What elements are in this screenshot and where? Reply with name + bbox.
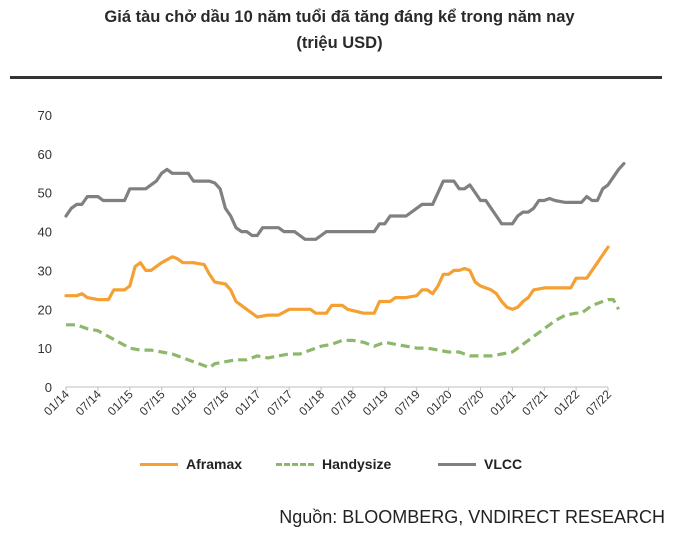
x-tick-label: 07/22 <box>583 387 614 418</box>
x-tick-label: 01/22 <box>551 387 582 418</box>
series-line-aframax <box>64 245 610 319</box>
chart-title: Giá tàu chở dầu 10 năm tuổi đã tăng đáng… <box>104 8 575 26</box>
x-tick-label: 07/17 <box>264 387 295 418</box>
y-tick-label: 0 <box>45 380 52 395</box>
chart-subtitle-unit: (triệu USD) <box>296 34 383 52</box>
x-tick-label: 01/17 <box>232 387 263 418</box>
legend-item-vlcc: VLCC <box>438 456 522 472</box>
source-note: Nguồn: BLOOMBERG, VNDIRECT RESEARCH <box>279 507 665 527</box>
legend-swatch-handysize <box>276 462 314 466</box>
x-tick-label: 01/20 <box>424 387 455 418</box>
y-tick-label: 50 <box>38 186 52 201</box>
x-tick-label: 01/15 <box>105 387 136 418</box>
legend-label-aframax: Aframax <box>186 456 243 472</box>
y-tick-label: 20 <box>38 302 52 317</box>
series-line-vlcc <box>64 162 626 241</box>
x-tick-label: 07/14 <box>73 387 104 418</box>
x-tick-label: 07/18 <box>328 387 359 418</box>
chart-series <box>64 162 626 370</box>
legend-label-handysize: Handysize <box>322 456 392 472</box>
chart-legend: Aframax Handysize VLCC <box>0 456 679 482</box>
legend-swatch-aframax <box>140 462 178 466</box>
y-tick-label: 60 <box>38 147 52 162</box>
x-tick-label: 01/16 <box>169 387 200 418</box>
x-tick-label: 01/19 <box>360 387 391 418</box>
x-tick-label: 07/21 <box>519 387 550 418</box>
legend-item-handysize: Handysize <box>276 456 391 472</box>
y-tick-label: 40 <box>38 225 52 240</box>
series-line-handysize <box>66 298 621 370</box>
legend-label-vlcc: VLCC <box>484 456 523 472</box>
y-tick-label: 30 <box>38 263 52 278</box>
y-tick-label: 10 <box>38 341 52 356</box>
legend-swatch-vlcc <box>438 462 476 466</box>
x-tick-label: 01/18 <box>296 387 327 418</box>
x-tick-label: 07/15 <box>137 387 168 418</box>
x-tick-label: 07/19 <box>392 387 423 418</box>
x-tick-label: 07/16 <box>200 387 231 418</box>
title-divider <box>10 76 662 79</box>
legend-item-aframax: Aframax <box>140 456 242 472</box>
x-tick-label: 01/21 <box>487 387 518 418</box>
y-tick-label: 70 <box>38 108 52 123</box>
x-tick-label: 07/20 <box>455 387 486 418</box>
